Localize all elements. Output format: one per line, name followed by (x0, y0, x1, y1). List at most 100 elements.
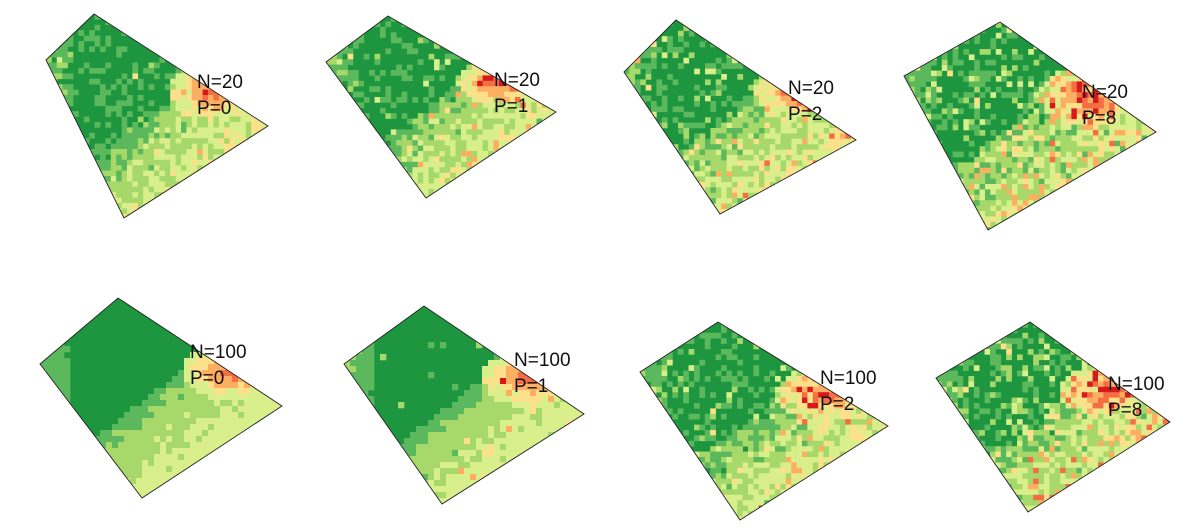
map-cell (525, 194, 532, 198)
map-cell (450, 156, 456, 163)
map-cell (941, 65, 948, 71)
map-cell (434, 156, 440, 163)
map-cell (482, 59, 489, 65)
map-cell (1136, 43, 1142, 50)
map-cell (94, 170, 101, 177)
map-cell (952, 221, 959, 228)
map-cell (1071, 200, 1078, 206)
map-cell (224, 181, 230, 188)
map-cell (137, 165, 144, 171)
map-cell (488, 107, 494, 114)
map-cell (235, 197, 241, 204)
map-cell (268, 388, 275, 395)
map-cell (1152, 32, 1156, 39)
map-cell (807, 165, 814, 172)
map-cell (62, 208, 68, 215)
map-cell (466, 91, 473, 98)
map-cell (968, 173, 975, 179)
map-cell (791, 203, 798, 210)
map-cell (256, 208, 263, 215)
map-cell (963, 167, 970, 174)
map-cell (753, 144, 760, 150)
map-cell (542, 161, 548, 168)
map-cell (710, 187, 717, 194)
map-cell (947, 211, 953, 217)
map-cell (143, 213, 149, 218)
map-cell (170, 208, 176, 215)
map-cell (358, 37, 365, 44)
map-cell (218, 213, 225, 218)
map-cell (840, 52, 846, 59)
map-cell (62, 105, 68, 112)
map-cell (1028, 157, 1034, 163)
map-cell (995, 205, 1002, 212)
map-cell (705, 176, 711, 183)
map-cell (380, 183, 386, 190)
map-cell (51, 24, 58, 31)
map-cell (363, 167, 370, 173)
map-cell (89, 192, 95, 198)
map-cell (823, 128, 830, 134)
map-cell (941, 119, 948, 125)
map-cell (471, 129, 478, 136)
map-cell (732, 192, 738, 199)
map-cell (46, 382, 53, 389)
map-cell (137, 132, 144, 139)
map-cell (985, 178, 991, 185)
map-cell (990, 211, 997, 217)
map-cell (748, 144, 754, 150)
map-cell (461, 178, 467, 184)
map-cell (342, 91, 348, 98)
map-cell (245, 68, 252, 74)
map-cell (645, 84, 652, 91)
map-cell (267, 122, 268, 128)
map-cell (105, 111, 112, 117)
map-cell (1044, 211, 1051, 217)
map-cell (769, 117, 776, 123)
map-cell (629, 41, 636, 48)
map-cell (780, 122, 787, 129)
map-cell (186, 138, 193, 144)
map-cell (1044, 97, 1051, 104)
map-cell (963, 178, 970, 185)
map-cell (369, 134, 375, 141)
map-cell (914, 178, 921, 185)
map-cell (1136, 130, 1142, 136)
map-cell (732, 149, 738, 156)
map-cell (1060, 140, 1067, 147)
map-cell (73, 203, 79, 209)
map-cell (1147, 157, 1153, 163)
map-cell (1006, 157, 1013, 163)
map-cell (240, 165, 247, 171)
map-panel-5 (40, 298, 282, 498)
map-cell (1082, 103, 1088, 109)
map-cell (753, 101, 760, 107)
map-cell (407, 43, 413, 49)
map-cell (385, 134, 392, 141)
map-cell (331, 145, 338, 152)
map-cell (958, 173, 964, 179)
map-cell (224, 116, 230, 123)
map-cell (829, 128, 835, 134)
map-cell (455, 97, 462, 103)
map-cell (1087, 221, 1094, 228)
map-cell (347, 140, 354, 146)
map-cell (232, 382, 239, 389)
map-cell (274, 376, 281, 383)
map-cell (353, 124, 359, 130)
map-cell (748, 30, 754, 37)
map-cell (726, 95, 733, 102)
map-cell (73, 181, 79, 188)
map-cell (753, 111, 760, 118)
map-cell (439, 194, 446, 198)
map-cell (380, 178, 386, 184)
map-cell (1136, 200, 1142, 206)
map-cell (197, 159, 203, 166)
map-cell (89, 165, 95, 171)
map-cell (542, 16, 548, 22)
map-cell (369, 70, 375, 76)
map-cell (931, 76, 937, 82)
map-cell (251, 84, 257, 90)
map-cell (202, 143, 209, 150)
map-cell (661, 171, 668, 177)
